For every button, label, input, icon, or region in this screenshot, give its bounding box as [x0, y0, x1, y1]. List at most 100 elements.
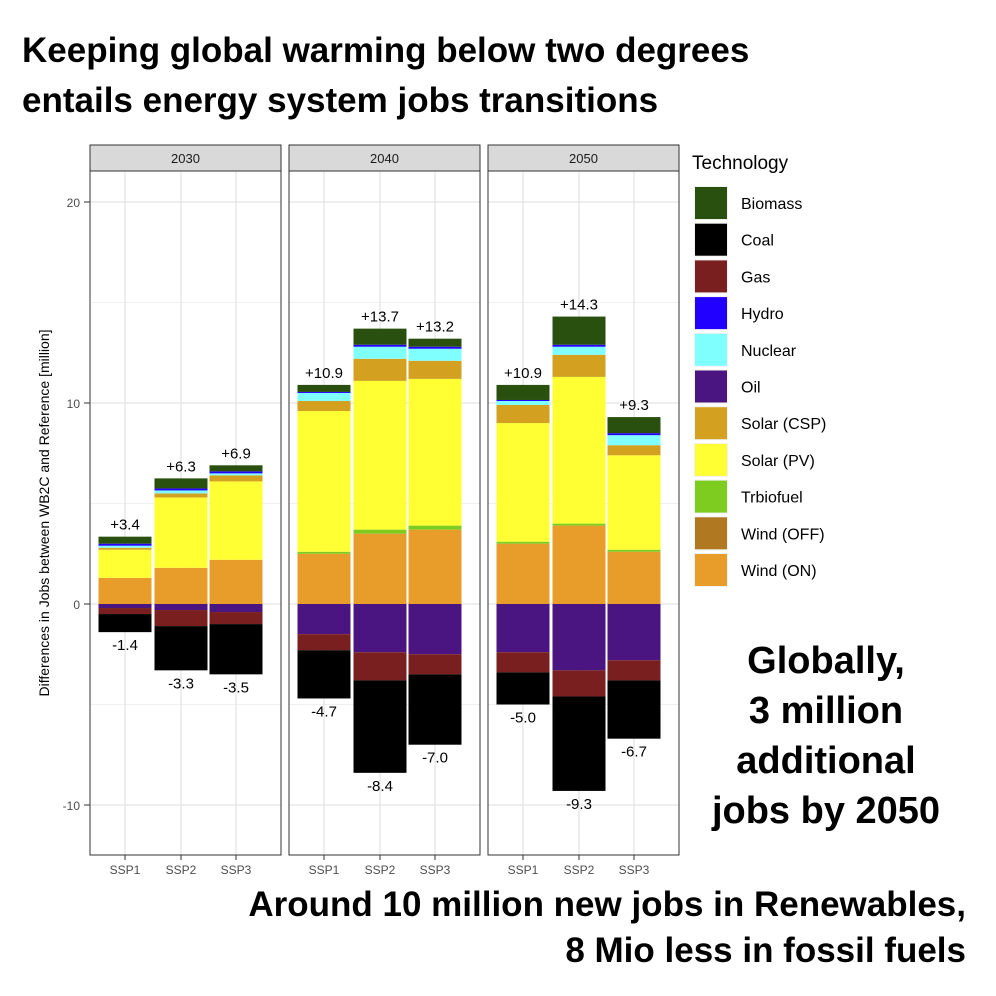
side-note-line-1: Globally,	[747, 640, 905, 682]
legend-swatch	[695, 187, 727, 219]
y-tick-label: -10	[63, 799, 81, 813]
bar-segment-solar-pv	[297, 411, 351, 552]
bar-segment-gas	[408, 654, 462, 675]
bar-segment-trbiofuel	[496, 541, 550, 544]
bar-segment-coal	[496, 672, 550, 705]
bar-segment-wind-on	[552, 525, 606, 604]
total-negative-label: -9.3	[566, 796, 592, 813]
legend-title: Technology	[692, 153, 789, 174]
bar-segment-biomass	[408, 338, 462, 347]
y-tick-label: 10	[67, 397, 81, 411]
bar-segment-solar-csp	[607, 445, 661, 456]
bar-segment-hydro	[496, 399, 550, 401]
bar-segment-coal	[209, 624, 263, 675]
bar-segment-solar-csp	[408, 360, 462, 379]
x-tick-label: SSP1	[309, 863, 340, 877]
bar-segment-hydro	[297, 391, 351, 393]
bar-segment-oil	[154, 604, 208, 611]
bar-segment-gas	[154, 610, 208, 627]
bar-segment-trbiofuel	[607, 549, 661, 552]
headline-line-2: entails energy system jobs transitions	[22, 81, 659, 120]
total-negative-label: -6.7	[621, 744, 647, 761]
bar-segment-biomass	[607, 417, 661, 434]
bar-segment-biomass	[496, 384, 550, 400]
bar-segment-solar-pv	[552, 376, 606, 524]
bar-segment-coal	[353, 680, 407, 773]
total-negative-label: -8.4	[367, 778, 393, 795]
bar-segment-hydro	[353, 344, 407, 347]
bar-segment-coal	[154, 626, 208, 671]
legend-label: Gas	[741, 269, 770, 286]
legend-label: Biomass	[741, 196, 802, 213]
bar-segment-coal	[297, 650, 351, 699]
x-tick-label: SSP2	[564, 863, 595, 877]
bar-segment-hydro	[408, 346, 462, 349]
facet-strip-label: 2040	[370, 151, 399, 166]
bar-segment-trbiofuel	[353, 529, 407, 534]
x-tick-label: SSP1	[508, 863, 539, 877]
bar-segment-solar-csp	[98, 547, 152, 550]
bar-segment-nuclear	[552, 346, 606, 355]
total-positive-label: +3.4	[110, 517, 140, 534]
bar-segment-gas	[607, 660, 661, 681]
bar-segment-solar-pv	[408, 378, 462, 526]
total-positive-label: +13.2	[416, 319, 454, 336]
legend-swatch	[695, 517, 727, 550]
bar-segment-oil	[98, 604, 152, 609]
total-negative-label: -7.0	[422, 750, 448, 767]
legend-label: Coal	[741, 233, 774, 250]
bottom-note-line-1: Around 10 million new jobs in Renewables…	[248, 885, 966, 924]
bar-segment-oil	[209, 604, 263, 613]
legend-swatch	[695, 554, 727, 586]
bar-segment-hydro	[98, 543, 152, 546]
bar-segment-biomass	[353, 328, 407, 345]
bar-segment-biomass	[552, 316, 606, 345]
legend-label: Solar (CSP)	[741, 416, 826, 433]
total-positive-label: +13.7	[361, 309, 399, 326]
legend-label: Wind (OFF)	[741, 526, 825, 543]
bar-segment-solar-pv	[154, 497, 208, 568]
bar-segment-solar-pv	[98, 549, 152, 578]
total-positive-label: +10.9	[504, 365, 542, 382]
bar-segment-oil	[353, 604, 407, 653]
legend-swatch	[695, 407, 727, 440]
x-tick-label: SSP3	[221, 863, 252, 877]
legend-swatch	[695, 223, 727, 256]
bar-segment-solar-csp	[209, 475, 263, 482]
bar-segment-oil	[297, 604, 351, 635]
x-tick-label: SSP1	[110, 863, 141, 877]
bar-segment-solar-pv	[209, 481, 263, 560]
legend-label: Nuclear	[741, 343, 797, 360]
side-note-line-4: jobs by 2050	[711, 790, 941, 832]
bar-segment-hydro	[552, 344, 606, 347]
bar-segment-solar-csp	[496, 405, 550, 424]
bar-segment-nuclear	[297, 392, 351, 401]
bar-segment-wind-on	[408, 529, 462, 604]
bar-segment-oil	[552, 604, 606, 671]
facet-strip	[487, 144, 680, 172]
legend-label: Oil	[741, 380, 761, 397]
legend-swatch	[695, 480, 727, 513]
total-negative-label: -4.7	[311, 703, 337, 720]
legend-label: Hydro	[741, 306, 784, 323]
bar-segment-gas	[353, 652, 407, 681]
legend-label: Trbiofuel	[741, 490, 803, 507]
bar-segment-nuclear	[98, 545, 152, 548]
total-positive-label: +9.3	[619, 397, 649, 414]
bar-segment-nuclear	[607, 435, 661, 446]
bar-segment-oil	[607, 604, 661, 661]
total-positive-label: +6.9	[221, 445, 251, 462]
total-positive-label: +10.9	[305, 365, 343, 382]
bar-segment-wind-on	[154, 567, 208, 604]
bar-segment-solar-csp	[154, 493, 208, 498]
total-positive-label: +6.3	[166, 458, 196, 475]
bar-segment-nuclear	[408, 348, 462, 361]
bar-segment-oil	[496, 604, 550, 653]
bar-segment-nuclear	[209, 473, 263, 476]
headline-line-1: Keeping global warming below two degrees	[22, 31, 750, 70]
bar-segment-wind-on	[607, 551, 661, 604]
legend-label: Wind (ON)	[741, 563, 817, 580]
bar-segment-coal	[607, 680, 661, 739]
side-note-line-2: 3 million	[748, 690, 904, 732]
bar-segment-biomass	[209, 465, 263, 472]
